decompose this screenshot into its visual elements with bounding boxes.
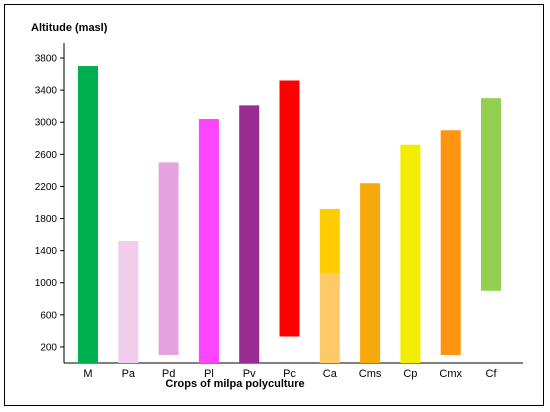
x-tick-label: Cmx (439, 368, 462, 380)
bar-ca (319, 208, 340, 274)
bar-pc (279, 80, 300, 337)
bars (78, 66, 501, 364)
bar-cp (400, 144, 421, 363)
chart-svg: Altitude (masl) 200 600 1000 1400 1800 2200 26… (31, 22, 523, 390)
x-tick-label: Pa (122, 368, 136, 380)
bar-cms (360, 183, 381, 363)
x-tick-label: Pl (204, 368, 214, 380)
bar-pv (239, 105, 260, 363)
x-tick-label: M (83, 368, 92, 380)
x-tick-label: Cf (486, 368, 498, 380)
y-tick-label: 2600 (35, 150, 58, 161)
y-ticks: 200 600 1000 1400 1800 2200 2600 3000 3400 3800 (35, 54, 64, 353)
bar-ca (319, 273, 340, 363)
bar-cmx (440, 130, 461, 355)
y-tick-label: 200 (40, 342, 57, 353)
bar-pd (158, 162, 179, 355)
x-tick-label: Ca (323, 368, 338, 380)
x-tick-label: Pc (283, 368, 296, 380)
y-tick-label: 1800 (35, 214, 58, 225)
y-tick-label: 3800 (35, 54, 58, 65)
y-axis-title: Altitude (masl) (31, 22, 108, 34)
x-tick-label: Pd (162, 368, 175, 380)
x-tick-label: Pv (243, 368, 256, 380)
y-tick-label: 600 (40, 310, 57, 321)
y-tick-label: 2200 (35, 182, 58, 193)
x-tick-labels: M Pa Pd Pl Pv Pc Ca Cms Cp Cmx Cf (83, 368, 497, 380)
x-axis-title: Crops of milpa polyculture (165, 378, 304, 390)
bar-pa (118, 241, 139, 363)
x-tick-label: Cms (359, 368, 382, 380)
y-tick-label: 1000 (35, 278, 58, 289)
bar-m (78, 66, 98, 364)
x-tick-label: Cp (403, 368, 417, 380)
y-tick-label: 1400 (35, 246, 58, 257)
bar-pl (198, 119, 219, 364)
bar-cf (481, 98, 501, 291)
y-tick-label: 3000 (35, 118, 58, 129)
y-tick-label: 3400 (35, 86, 58, 97)
chart-frame: Altitude (masl) 200 600 1000 1400 1800 2200 26… (4, 4, 544, 406)
